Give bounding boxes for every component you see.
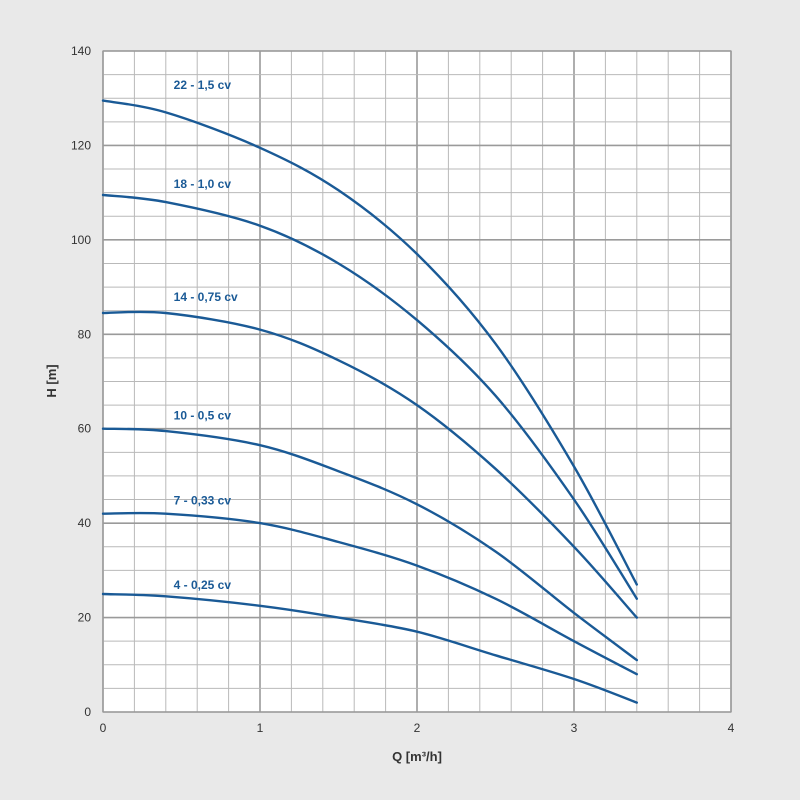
x-tick-label: 4	[728, 721, 735, 735]
y-axis-label: H [m]	[44, 364, 59, 397]
curve-5	[101, 511, 638, 676]
grid	[102, 50, 732, 713]
y-tick-label: 60	[78, 422, 92, 436]
curves	[101, 99, 638, 704]
curve-2	[101, 193, 638, 600]
y-tick-label: 80	[78, 327, 92, 341]
curve-6	[101, 592, 638, 704]
x-tick-label: 0	[100, 721, 107, 735]
curve-1	[101, 99, 638, 586]
curve-label: 22 - 1,5 cv	[174, 78, 232, 92]
curve-labels: 22 - 1,5 cv 18 - 1,0 cv 14 - 0,75 cv 10 - 0…	[174, 78, 238, 592]
curve-4	[101, 427, 638, 662]
curve-label: 7 - 0,33 cv	[174, 493, 232, 507]
y-tick-label: 40	[78, 516, 92, 530]
x-tick-label: 1	[257, 721, 264, 735]
x-axis-label: Q [m³/h]	[392, 749, 442, 764]
y-tick-label: 140	[71, 44, 91, 58]
curve-label: 4 - 0,25 cv	[174, 578, 232, 592]
plot-border	[102, 50, 732, 713]
curve-3	[101, 310, 638, 619]
x-tick-label: 3	[571, 721, 578, 735]
x-tick-label: 2	[414, 721, 421, 735]
curve-label: 10 - 0,5 cv	[174, 408, 232, 422]
y-tick-label: 120	[71, 138, 91, 152]
curve-label: 18 - 1,0 cv	[174, 177, 232, 191]
y-tick-label: 20	[78, 611, 92, 625]
y-tick-label: 0	[84, 705, 91, 719]
y-tick-label: 100	[71, 233, 91, 247]
curve-label: 14 - 0,75 cv	[174, 290, 238, 304]
